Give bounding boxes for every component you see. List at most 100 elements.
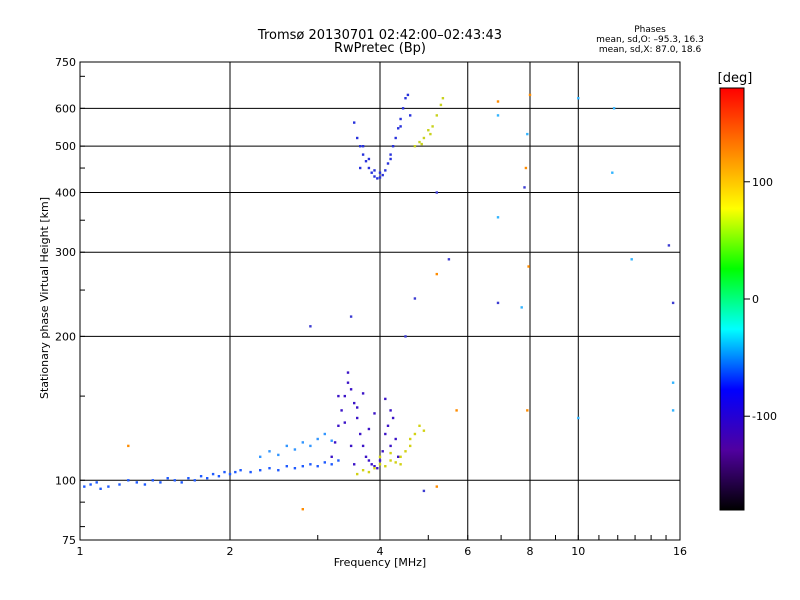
data-point — [370, 171, 373, 174]
data-point — [353, 463, 356, 466]
data-point — [389, 451, 392, 455]
y-tick-label: 300 — [55, 246, 76, 259]
data-point — [249, 470, 252, 474]
data-point — [418, 140, 421, 144]
data-point — [577, 416, 580, 420]
data-point — [527, 265, 530, 268]
data-point — [378, 171, 382, 174]
data-point — [151, 479, 154, 482]
data-point — [173, 479, 176, 482]
data-point — [391, 416, 395, 420]
data-point — [356, 472, 359, 476]
colorbar — [719, 87, 745, 511]
data-point — [373, 465, 376, 468]
data-point — [630, 258, 633, 261]
data-point — [346, 371, 350, 374]
data-point — [399, 117, 402, 121]
data-point — [330, 463, 333, 466]
data-point — [378, 463, 382, 466]
data-point — [99, 487, 102, 490]
data-point — [420, 142, 423, 146]
data-point — [367, 166, 371, 170]
data-point — [376, 177, 379, 180]
data-point — [107, 485, 110, 488]
data-point — [301, 465, 304, 468]
data-point — [277, 453, 280, 457]
data-point — [199, 475, 203, 478]
data-point — [285, 465, 288, 468]
data-point — [409, 114, 412, 117]
data-point — [217, 475, 221, 478]
data-point — [361, 392, 365, 395]
y-axis-label: Stationary phase Virtual Height [km] — [38, 197, 51, 399]
data-point — [435, 191, 438, 194]
colorbar-tick-label: 100 — [752, 176, 773, 189]
data-point — [359, 432, 362, 436]
data-point — [577, 97, 580, 100]
y-tick-label: 500 — [55, 140, 76, 153]
data-point — [384, 465, 387, 468]
data-point — [409, 437, 412, 441]
data-point — [323, 461, 326, 464]
data-point — [367, 470, 371, 474]
x-tick-label: 1 — [77, 545, 84, 558]
data-point — [364, 455, 368, 458]
x-tick-label: 8 — [527, 545, 534, 558]
data-point — [667, 244, 671, 247]
data-point — [520, 306, 523, 309]
data-point — [401, 107, 405, 110]
data-point — [373, 175, 376, 178]
data-point — [343, 394, 346, 398]
data-point — [447, 258, 451, 261]
data-point — [386, 424, 390, 427]
data-point — [496, 301, 500, 305]
data-point — [422, 429, 426, 432]
data-point — [356, 406, 359, 409]
data-point — [337, 394, 340, 398]
data-point — [389, 459, 392, 462]
data-point — [95, 481, 98, 484]
chart-subtitle: RwPretec (Bp) — [334, 41, 426, 56]
data-point — [418, 424, 421, 427]
data-point — [373, 169, 376, 172]
x-tick-label: 4 — [377, 545, 384, 558]
data-point — [349, 388, 353, 391]
data-point — [378, 459, 382, 462]
data-point — [671, 409, 675, 412]
data-point — [373, 412, 376, 415]
data-point — [359, 145, 362, 148]
data-point — [384, 397, 387, 401]
data-point — [367, 157, 371, 161]
data-point — [330, 455, 333, 458]
data-point — [389, 153, 392, 156]
stats-line-x: mean, sd,X: 87.0, 18.6 — [599, 45, 702, 55]
data-point — [83, 485, 86, 488]
data-point — [381, 173, 384, 177]
data-point — [427, 129, 430, 132]
data-point — [180, 481, 183, 484]
data-point — [524, 166, 528, 170]
data-point — [523, 186, 526, 189]
data-point — [239, 469, 242, 472]
y-tick-label: 200 — [55, 330, 76, 343]
data-point — [384, 432, 387, 436]
data-point — [343, 421, 346, 424]
data-point — [422, 136, 426, 140]
data-point — [330, 439, 333, 442]
data-point — [391, 145, 395, 148]
stats-heading: Phases — [634, 25, 666, 35]
data-point — [389, 157, 392, 161]
data-point — [413, 432, 417, 436]
data-point — [441, 97, 445, 100]
data-point — [268, 467, 271, 470]
data-point — [361, 153, 365, 156]
data-point — [496, 216, 500, 219]
data-point — [406, 93, 410, 97]
data-point — [285, 444, 288, 448]
data-point — [359, 166, 362, 170]
data-point — [353, 401, 356, 405]
data-point — [356, 416, 359, 420]
x-tick-label: 2 — [227, 545, 234, 558]
data-point — [259, 469, 262, 472]
data-point — [143, 483, 147, 486]
